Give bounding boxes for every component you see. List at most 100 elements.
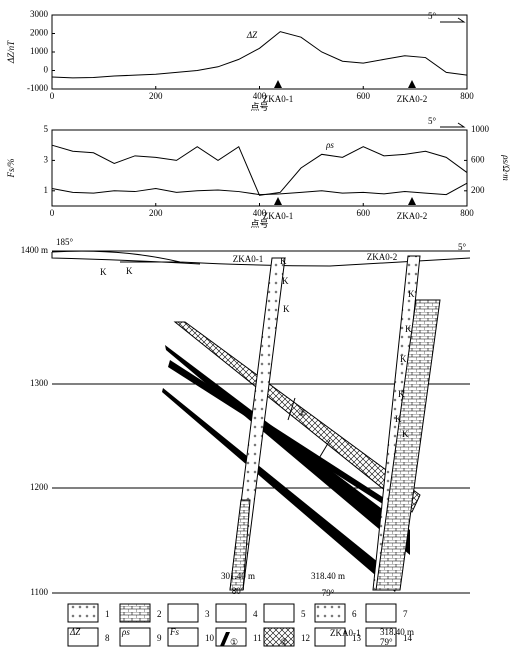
- legend-swatch: [263, 603, 295, 623]
- annotation: ZKA0-2: [397, 211, 428, 221]
- lithology-symbol: K: [100, 267, 107, 277]
- lithology-symbol: K: [398, 389, 405, 399]
- legend-number: 4: [253, 609, 258, 619]
- plot-frame: [51, 14, 468, 90]
- y-tick-label: 2000: [30, 28, 49, 38]
- legend-number: 12: [301, 633, 310, 643]
- hole-depth: 318.40 m: [311, 571, 345, 581]
- hole-name: ZKA0-1: [233, 254, 264, 264]
- series-line: [51, 144, 468, 196]
- dip-symbol: [440, 17, 466, 23]
- series-line: [51, 182, 468, 196]
- lithology-symbol: K: [400, 354, 407, 364]
- dip-symbol: [440, 122, 466, 128]
- hole-marker: [274, 80, 282, 88]
- legend-swatch: [119, 603, 151, 623]
- legend-text: 318.40 m: [380, 627, 414, 637]
- legend-text: ②: [280, 637, 288, 647]
- legend-number: 1: [105, 609, 110, 619]
- surface-layer: [51, 252, 201, 265]
- y-tick-label: 3000: [30, 9, 49, 19]
- x-tick-label: 800: [460, 91, 474, 101]
- legend-number: 8: [105, 633, 110, 643]
- legend-swatch: [314, 603, 346, 623]
- lithology-symbol: K: [280, 256, 287, 266]
- legend-number: 9: [157, 633, 162, 643]
- azimuth: 185°: [56, 237, 74, 247]
- y2-axis-label: ρs/Ω·m: [501, 154, 511, 181]
- leader: [311, 439, 331, 471]
- annotation: ZKA0-2: [397, 94, 428, 104]
- legend-text: ZKA0-1: [330, 628, 361, 638]
- hole-zka0-1-base: [229, 499, 251, 591]
- legend-swatch: [67, 627, 99, 647]
- x-axis-label: 点号: [250, 219, 268, 229]
- depth-label: 1300: [30, 378, 49, 388]
- y2-tick-label: 600: [471, 154, 485, 164]
- lithology-symbol: K: [405, 324, 412, 334]
- orebody-label: ②: [298, 408, 306, 418]
- legend-number: 10: [205, 633, 215, 643]
- hole-dip: 79°: [322, 588, 335, 598]
- x-axis-label: 点号: [250, 102, 268, 112]
- annotation: ΔZ: [246, 30, 258, 40]
- legend-swatch: [314, 627, 346, 647]
- depth-label: 1100: [30, 587, 48, 597]
- y-tick-label: 0: [44, 65, 49, 75]
- legend-swatch: [215, 603, 247, 623]
- hole-marker: [408, 197, 416, 205]
- x-tick-label: 600: [357, 208, 371, 218]
- y2-tick-label: 200: [471, 185, 485, 195]
- lithology-symbol: K: [402, 429, 409, 439]
- hole-zka0-2-wall: [375, 299, 441, 591]
- x-tick-label: 800: [460, 208, 474, 218]
- orebody-label: ①: [318, 471, 326, 481]
- legend-number: 5: [301, 609, 306, 619]
- lithology-symbol: K: [408, 289, 415, 299]
- lithology-symbol: K: [395, 414, 402, 424]
- annotation: ZKA0-1: [263, 211, 294, 221]
- azimuth: 5°: [458, 242, 467, 252]
- annotation: 5°: [428, 116, 437, 126]
- legend-swatch: [119, 627, 151, 647]
- orebody-1: [165, 345, 410, 555]
- legend-number: 13: [352, 633, 362, 643]
- legend-text: ΔZ: [69, 627, 81, 637]
- hole-marker: [274, 197, 282, 205]
- legend-number: 3: [205, 609, 210, 619]
- hole-name: ZKA0-2: [367, 252, 398, 262]
- lithology-symbol: K: [283, 304, 290, 314]
- x-tick-label: 0: [50, 91, 55, 101]
- annotation: 5°: [428, 11, 437, 21]
- x-tick-label: 600: [357, 91, 371, 101]
- orebody-1b: [168, 360, 400, 515]
- x-tick-label: 200: [149, 91, 163, 101]
- orebody-2: [173, 321, 421, 513]
- y-tick-label: 1: [44, 185, 49, 195]
- hole-depth: 301.40 m: [221, 571, 255, 581]
- annotation: ZKA0-1: [263, 94, 294, 104]
- legend-swatch: [365, 603, 397, 623]
- surface: [51, 250, 471, 267]
- cross-section: 185° 5° 1400 m 1300 1200 1100 ZKA0-1 301.40 m 80…: [21, 237, 471, 598]
- legend-number: 14: [403, 633, 413, 643]
- hole-dip: 80°: [232, 586, 245, 596]
- legend-swatch: [67, 603, 99, 623]
- y-tick-label: 5: [44, 124, 49, 134]
- legend-text: 79°: [380, 637, 393, 647]
- orebody-1c: [162, 388, 400, 592]
- legend-number: 6: [352, 609, 357, 619]
- x-tick-label: 400: [253, 91, 267, 101]
- hole-marker: [408, 80, 416, 88]
- legend-swatch: [365, 627, 397, 647]
- legend-number: 7: [403, 609, 408, 619]
- lithology-symbol: K: [282, 276, 289, 286]
- leader: [287, 397, 296, 421]
- legend-number: 2: [157, 609, 162, 619]
- y-tick-label: -1000: [27, 83, 48, 93]
- legend-text: Fs: [169, 627, 179, 637]
- y-tick-label: 1000: [30, 46, 49, 56]
- legend-number: 11: [253, 633, 262, 643]
